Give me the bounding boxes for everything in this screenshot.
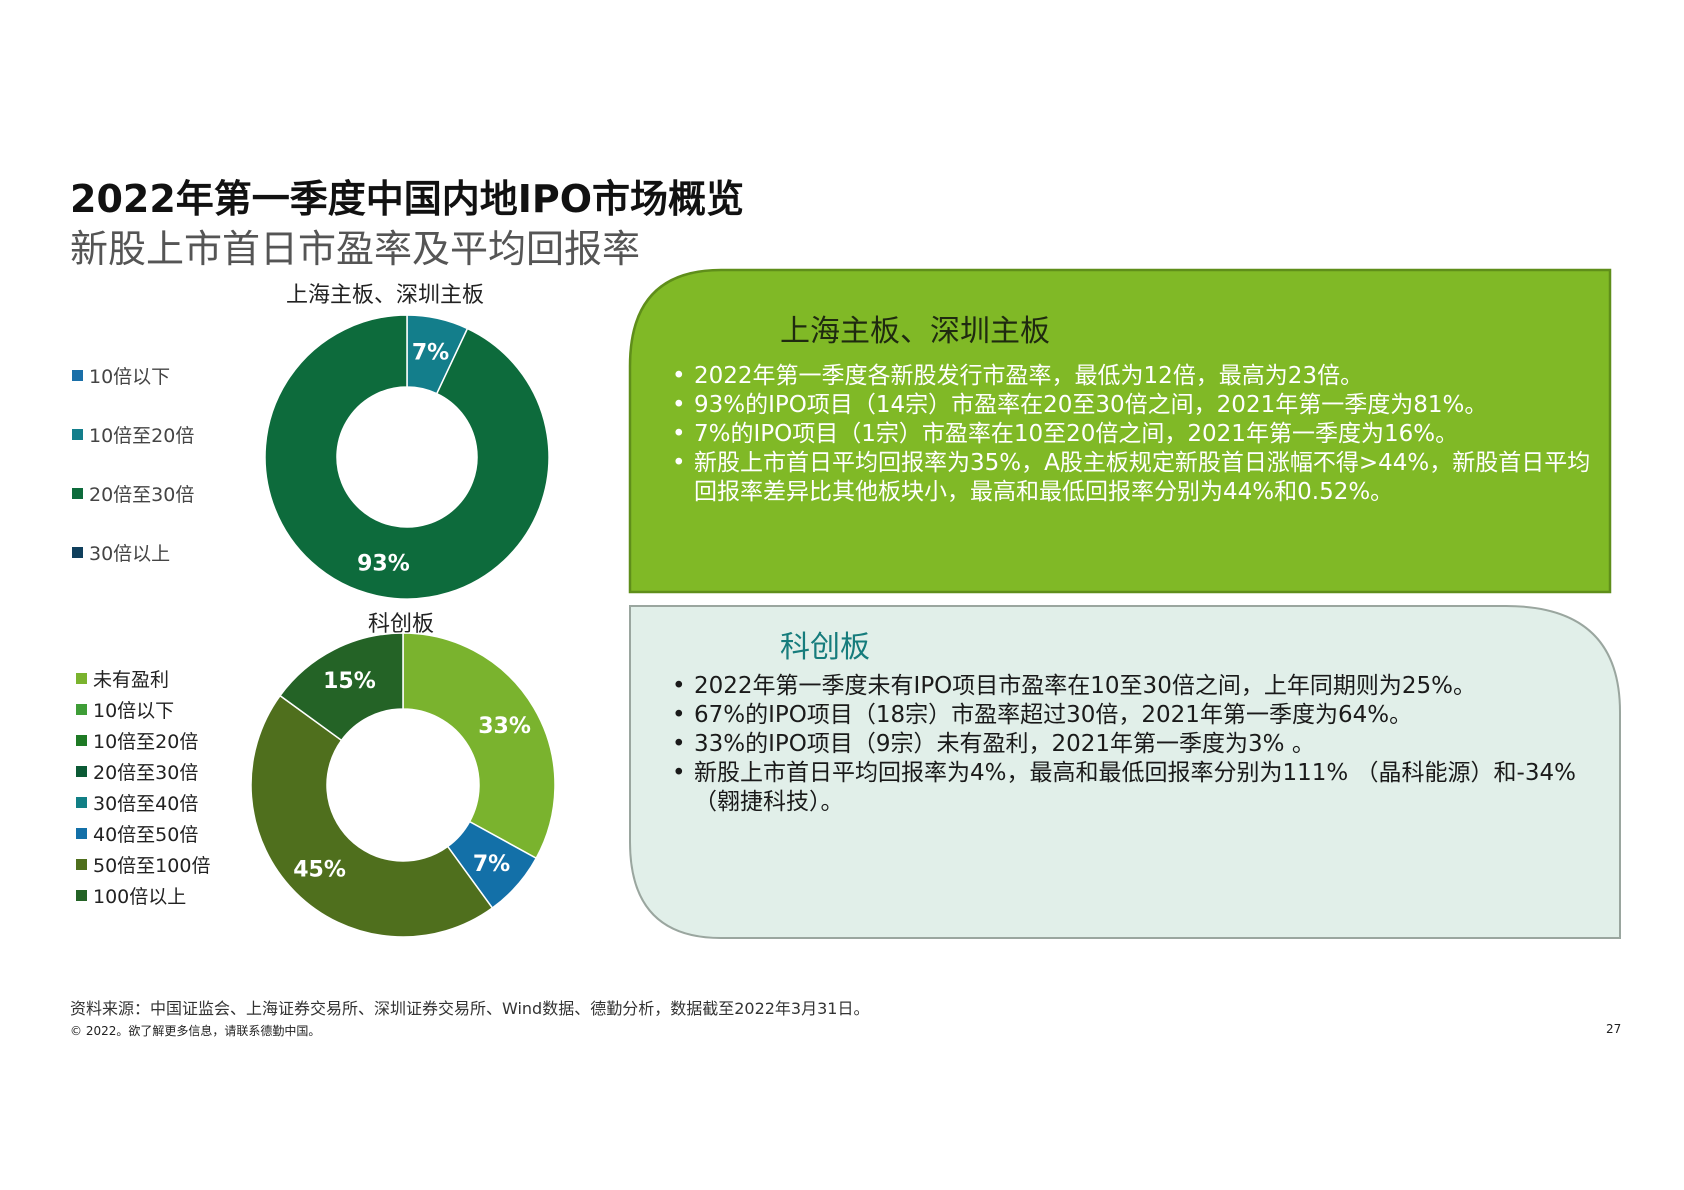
- legend-entry: 50倍至100倍: [76, 851, 210, 878]
- legend-label: 100倍以上: [93, 886, 187, 908]
- legend-swatch: [76, 704, 87, 715]
- box2-bullet: 67%的IPO项目（18宗）市盈率超过30倍，2021年第一季度为64%。: [670, 701, 1610, 730]
- page-subtitle: 新股上市首日市盈率及平均回报率: [70, 227, 641, 271]
- legend-swatch: [72, 547, 83, 558]
- box1-bullet: 93%的IPO项目（14宗）市盈率在20至30倍之间，2021年第一季度为81%…: [670, 391, 1600, 420]
- data-label: 33%: [478, 714, 531, 739]
- legend-swatch: [76, 859, 87, 870]
- legend-label: 40倍至50倍: [93, 824, 199, 846]
- legend-swatch: [76, 828, 87, 839]
- legend-entry: 20倍至30倍: [72, 480, 194, 507]
- legend-label: 10倍至20倍: [89, 425, 195, 447]
- legend-entry: 10倍至20倍: [72, 421, 194, 448]
- legend-swatch: [76, 766, 87, 777]
- legend-entry: 10倍以下: [72, 362, 170, 389]
- box2-bullet: 33%的IPO项目（9宗）未有盈利，2021年第一季度为3% 。: [670, 730, 1610, 759]
- legend-label: 30倍以上: [89, 543, 171, 565]
- page-title: 2022年第一季度中国内地IPO市场概览: [70, 177, 745, 221]
- legend-label: 30倍至40倍: [93, 793, 199, 815]
- box1-title: 上海主板、深圳主板: [780, 314, 1050, 349]
- legend-swatch: [76, 673, 87, 684]
- legend-label: 10倍至20倍: [93, 731, 199, 753]
- box1-bullet: 2022年第一季度各新股发行市盈率，最低为12倍，最高为23倍。: [670, 362, 1600, 391]
- data-label: 93%: [357, 551, 410, 576]
- donut-slice: [402, 632, 556, 860]
- chart1-title: 上海主板、深圳主板: [286, 283, 485, 308]
- legend-swatch: [76, 890, 87, 901]
- data-label: 7%: [473, 852, 510, 877]
- source-note: 资料来源：中国证监会、上海证券交易所、深圳证券交易所、Wind数据、德勤分析，数…: [70, 999, 870, 1018]
- legend-label: 20倍至30倍: [89, 484, 195, 506]
- page-number: 27: [1606, 1022, 1622, 1036]
- legend-swatch: [76, 797, 87, 808]
- legend-label: 10倍以下: [89, 366, 171, 388]
- box1-bullet: 7%的IPO项目（1宗）市盈率在10至20倍之间，2021年第一季度为16%。: [670, 420, 1600, 449]
- data-label: 45%: [293, 857, 346, 882]
- legend-entry: 未有盈利: [76, 665, 169, 692]
- box2-bullet: 2022年第一季度未有IPO项目市盈率在10至30倍之间，上年同期则为25%。: [670, 672, 1610, 701]
- legend-swatch: [72, 488, 83, 499]
- donut-slice: [278, 632, 404, 742]
- legend-label: 50倍至100倍: [93, 855, 211, 877]
- box2-bullet: 新股上市首日平均回报率为4%，最高和最低回报率分别为111% （晶科能源）和-3…: [670, 759, 1610, 817]
- legend-swatch: [72, 429, 83, 440]
- legend-entry: 10倍至20倍: [76, 727, 198, 754]
- legend-entry: 30倍至40倍: [76, 789, 198, 816]
- legend-label: 20倍至30倍: [93, 762, 199, 784]
- legend-entry: 100倍以上: [76, 882, 186, 909]
- data-label: 7%: [412, 341, 449, 366]
- donut-slice: [264, 314, 550, 600]
- legend-swatch: [72, 370, 83, 381]
- box2-title: 科创板: [780, 630, 870, 665]
- chart1-donut: 7% 93%: [264, 314, 550, 600]
- box1-bullet: 新股上市首日平均回报率为35%，A股主板规定新股首日涨幅不得>44%，新股首日平…: [670, 449, 1600, 507]
- legend-entry: 10倍以下: [76, 696, 174, 723]
- data-label: 15%: [323, 669, 376, 694]
- box1-bullets: 2022年第一季度各新股发行市盈率，最低为12倍，最高为23倍。93%的IPO项…: [670, 362, 1600, 507]
- legend-swatch: [76, 735, 87, 746]
- legend-entry: 30倍以上: [72, 539, 170, 566]
- legend-label: 10倍以下: [93, 700, 175, 722]
- chart2-donut: 33% 7% 45% 15%: [250, 632, 556, 938]
- legend-label: 未有盈利: [93, 669, 170, 691]
- box2-bullets: 2022年第一季度未有IPO项目市盈率在10至30倍之间，上年同期则为25%。6…: [670, 672, 1610, 817]
- donut-slice: [250, 694, 494, 938]
- copyright: © 2022。欲了解更多信息，请联系德勤中国。: [70, 1024, 321, 1038]
- legend-entry: 20倍至30倍: [76, 758, 198, 785]
- legend-entry: 40倍至50倍: [76, 820, 198, 847]
